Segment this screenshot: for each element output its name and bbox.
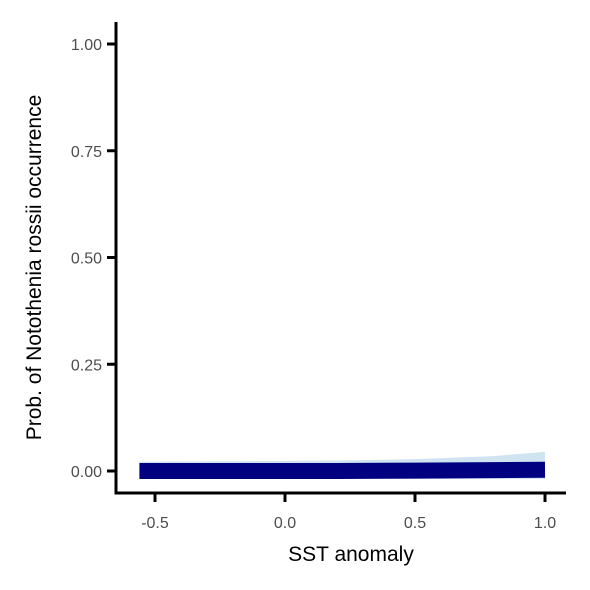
y-tick-label: 1.00 bbox=[71, 37, 102, 54]
x-axis-ticks: -0.5 0.0 0.5 1.0 bbox=[141, 493, 556, 532]
y-axis-title: Prob. of Notothenia rossii occurrence bbox=[23, 95, 46, 441]
y-tick-label: 0.25 bbox=[71, 357, 102, 374]
y-tick-label: 0.75 bbox=[71, 144, 102, 161]
x-axis-title: SST anomaly bbox=[288, 543, 414, 566]
y-tick-label: 0.50 bbox=[71, 251, 102, 268]
y-tick-label: 0.00 bbox=[71, 464, 102, 481]
y-axis-ticks: 0.00 0.25 0.50 0.75 1.00 bbox=[71, 37, 116, 481]
x-tick-label: 1.0 bbox=[534, 515, 556, 532]
x-tick-label: 0.0 bbox=[274, 515, 296, 532]
series-line bbox=[139, 461, 546, 479]
x-tick-label: 0.5 bbox=[404, 515, 426, 532]
x-tick-label: -0.5 bbox=[141, 515, 169, 532]
plot-area bbox=[139, 451, 546, 479]
